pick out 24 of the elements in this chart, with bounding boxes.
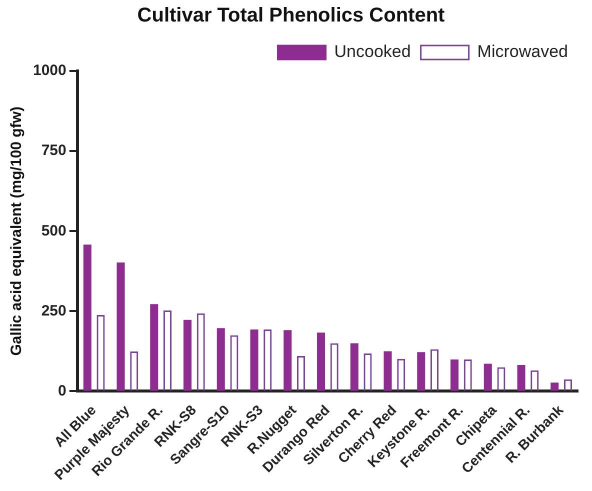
bar (384, 351, 392, 391)
bar (284, 330, 292, 391)
y-tick-label: 250 (41, 302, 66, 320)
y-tick-label: 1000 (32, 62, 66, 80)
bar (484, 364, 492, 391)
bar (317, 332, 326, 391)
legend-label: Microwaved (477, 42, 568, 62)
bar (250, 329, 258, 391)
bar (550, 382, 559, 391)
bar (517, 364, 526, 391)
y-tick-label: 750 (41, 142, 66, 160)
y-axis-title: Gallic acid equivalent (mg/100 gfw) (8, 106, 26, 356)
y-tick-label: 500 (41, 222, 66, 240)
bar (184, 320, 192, 391)
bar (450, 360, 459, 391)
y-tick-label: 0 (58, 382, 66, 400)
legend-label: Uncooked (334, 42, 411, 62)
bar (350, 343, 358, 391)
bar (417, 352, 426, 391)
chart-title: Cultivar Total Phenolics Content (137, 4, 446, 27)
bar (116, 262, 125, 391)
bar (150, 304, 158, 391)
bar (83, 244, 92, 391)
bar (216, 328, 225, 391)
